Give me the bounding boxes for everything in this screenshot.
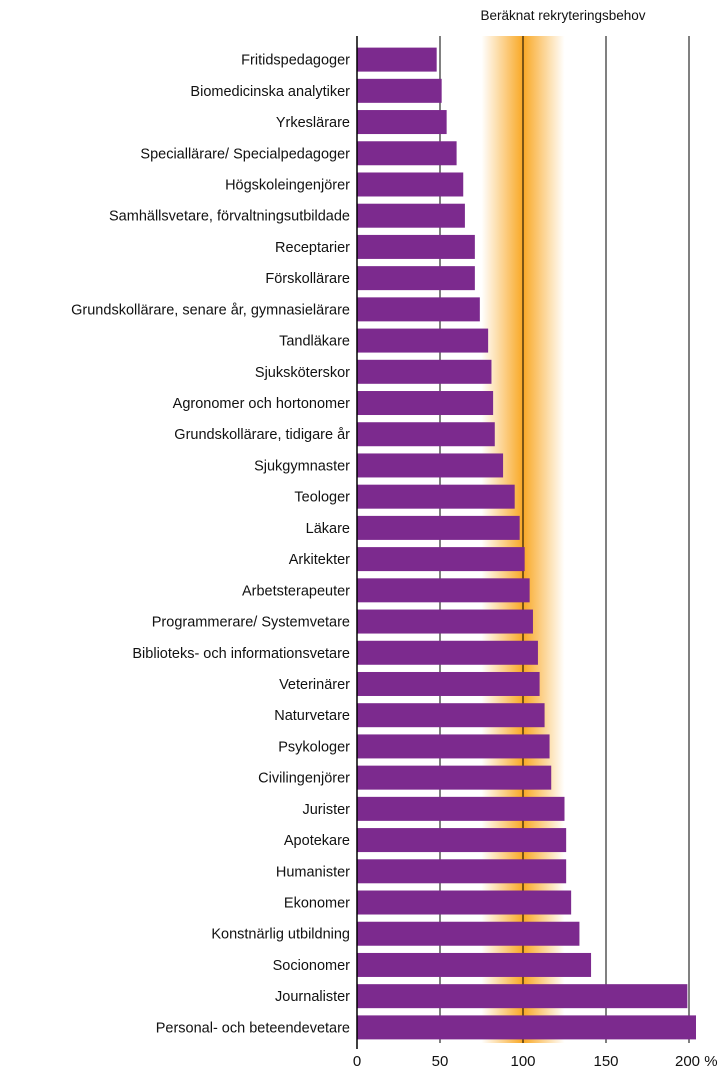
recruitment-band-label: Beräknat rekryteringsbehov	[480, 8, 645, 23]
x-tick-label: 0	[353, 1053, 361, 1070]
category-label: Personal- och beteendevetare	[156, 1020, 350, 1036]
category-label: Teologer	[294, 490, 350, 506]
category-label: Agronomer och hortonomer	[173, 396, 350, 412]
category-label: Sjukgymnaster	[254, 458, 350, 474]
bar	[357, 952, 592, 977]
category-label: Arkitekter	[289, 552, 350, 568]
category-label: Socionomer	[273, 958, 351, 974]
bar	[357, 172, 464, 197]
bar	[357, 609, 533, 634]
category-label: Samhällsvetare, förvaltningsutbildade	[109, 209, 350, 225]
category-label: Journalister	[275, 989, 350, 1005]
bar	[357, 578, 530, 603]
category-label: Grundskollärare, senare år, gymnasielära…	[71, 302, 350, 318]
category-label: Fritidspedagoger	[241, 53, 350, 69]
category-label: Psykologer	[278, 739, 350, 755]
category-label: Jurister	[302, 802, 350, 818]
bar	[357, 484, 515, 509]
bars	[357, 47, 696, 1040]
bar	[357, 796, 565, 821]
x-tick-label: 100	[510, 1053, 535, 1070]
category-label: Förskollärare	[265, 271, 350, 287]
bar	[357, 110, 447, 135]
bar	[357, 203, 465, 228]
category-label: Apotekare	[284, 833, 350, 849]
bar	[357, 359, 492, 384]
category-label: Civilingenjörer	[258, 771, 350, 787]
bar	[357, 515, 520, 540]
bar	[357, 765, 552, 790]
bar	[357, 640, 538, 665]
category-label: Biblioteks- och informationsvetare	[132, 646, 350, 662]
category-labels: Fritidspedagoger Biomedicinska analytiker…	[71, 53, 350, 1037]
bar	[357, 890, 572, 915]
x-tick-label: 200 %	[675, 1053, 718, 1070]
bar	[357, 453, 504, 478]
category-label: Speciallärare/ Specialpedagoger	[140, 146, 350, 162]
bar	[357, 328, 489, 353]
bar	[357, 547, 525, 572]
category-label: Biomedicinska analytiker	[190, 84, 350, 100]
bar	[357, 671, 540, 696]
x-axis-ticks: 0 50 100 150 200 %	[353, 1053, 718, 1070]
category-label: Konstnärlig utbildning	[211, 927, 350, 943]
bar	[357, 1015, 696, 1040]
category-label: Läkare	[306, 521, 350, 537]
category-label: Naturvetare	[274, 708, 350, 724]
bar	[357, 422, 495, 447]
bar	[357, 859, 567, 884]
bar	[357, 234, 475, 259]
x-tick-label: 150	[593, 1053, 618, 1070]
category-label: Grundskollärare, tidigare år	[174, 427, 350, 443]
bar	[357, 78, 442, 103]
category-label: Receptarier	[275, 240, 350, 256]
category-label: Programmerare/ Systemvetare	[152, 615, 350, 631]
category-label: Yrkeslärare	[276, 115, 350, 131]
bar	[357, 734, 550, 759]
category-label: Sjuksköterskor	[255, 365, 350, 381]
x-tick-label: 50	[432, 1053, 449, 1070]
bar	[357, 921, 580, 946]
category-label: Högskoleingenjörer	[225, 177, 350, 193]
bar	[357, 47, 437, 72]
category-label: Tandläkare	[279, 334, 350, 350]
category-label: Arbetsterapeuter	[242, 583, 350, 599]
bar	[357, 391, 494, 416]
bar	[357, 266, 475, 291]
category-label: Ekonomer	[284, 896, 350, 912]
bar	[357, 828, 567, 853]
bar	[357, 141, 457, 166]
bar	[357, 297, 480, 322]
bar	[357, 984, 688, 1009]
bar	[357, 703, 545, 728]
category-label: Veterinärer	[279, 677, 350, 693]
category-label: Humanister	[276, 864, 350, 880]
